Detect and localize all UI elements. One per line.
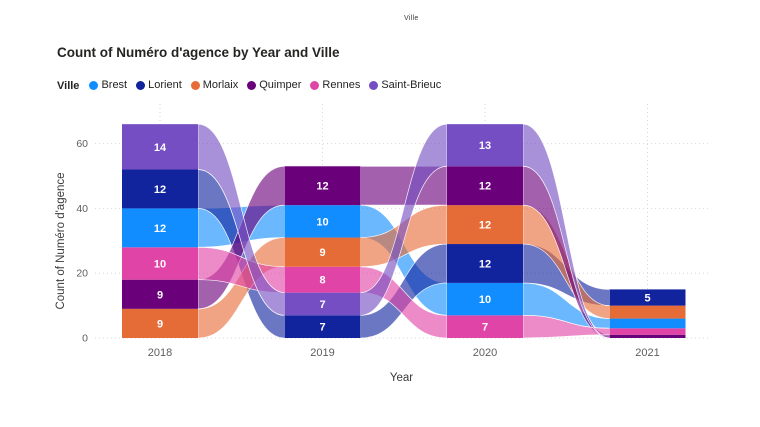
bar-segment-saint-brieuc-2018[interactable] [122,124,198,170]
legend-item-label: Rennes [322,79,361,91]
legend-item-label: Quimper [259,79,302,91]
legend-item-label: Lorient [148,79,182,91]
y-tick-label: 40 [76,203,88,215]
legend-swatch-icon [190,80,200,90]
data-label-quimper-2018: 9 [157,289,163,301]
y-tick-label: 0 [82,333,88,345]
data-label-morlaix-2019: 9 [319,247,325,259]
x-axis-title: Year [390,372,413,384]
bar-segment-lorient-2021[interactable] [609,289,686,306]
legend-item-lorient[interactable]: Lorient [136,79,182,91]
bar-segment-morlaix-2018[interactable] [122,308,198,338]
legend-item-label: Brest [101,79,128,91]
legend: Ville Brest Lorient Morlaix Quimper Rennes Sa… [57,79,450,93]
data-label-lorient-2021: 5 [644,293,650,305]
bar-segment-morlaix-2019[interactable] [284,237,361,267]
bar-segment-lorient-2020[interactable] [447,244,523,283]
legend-item-saint-brieuc[interactable]: Saint-Brieuc [369,79,441,91]
bar-segment-rennes-2021[interactable] [609,328,686,335]
legend-item-brest[interactable]: Brest [89,79,127,91]
bar-segment-morlaix-2021[interactable] [609,305,686,319]
bar-segment-quimper-2021[interactable] [609,334,686,338]
bar-segment-saint-brieuc-2019[interactable] [284,292,361,316]
legend-swatch-icon [247,80,257,90]
bar-segment-brest-2020[interactable] [447,282,523,316]
legend-item-rennes[interactable]: Rennes [310,79,360,91]
data-label-rennes-2019: 8 [319,275,325,287]
bar-segment-brest-2021[interactable] [609,318,686,329]
data-label-quimper-2019: 12 [316,181,328,193]
legend-item-morlaix[interactable]: Morlaix [190,79,239,91]
data-label-lorient-2018: 12 [154,184,166,196]
y-axis-title: Count of Numéro d'agence [55,172,67,309]
data-label-morlaix-2018: 9 [157,318,163,330]
x-tick-label-2019: 2019 [310,347,334,359]
truncated-header-text: Ville [404,15,419,22]
y-tick-label: 20 [76,268,88,280]
legend-swatch-icon [89,80,99,90]
data-label-brest-2020: 10 [479,294,491,306]
data-label-saint-brieuc-2020: 13 [479,140,491,152]
data-label-lorient-2020: 12 [479,258,491,270]
legend-swatch-icon [136,80,146,90]
bar-segment-quimper-2020[interactable] [447,166,523,206]
data-label-quimper-2020: 12 [479,181,491,193]
data-label-morlaix-2020: 12 [479,220,491,232]
legend-swatch-icon [369,80,379,90]
legend-title: Ville [57,79,80,92]
ribbon-quimper-2019-2020[interactable] [360,165,448,206]
bar-segment-lorient-2019[interactable] [284,315,361,338]
data-label-saint-brieuc-2018: 14 [154,142,167,154]
data-label-rennes-2020: 7 [482,322,488,334]
data-label-rennes-2018: 10 [154,258,166,270]
data-label-brest-2019: 10 [316,216,328,228]
bar-segment-saint-brieuc-2020[interactable] [447,124,523,167]
data-label-lorient-2019: 7 [319,322,325,334]
legend-items: Brest Lorient Morlaix Quimper Rennes Saint-Br… [89,79,450,93]
bar-segment-rennes-2020[interactable] [447,315,523,338]
y-tick-label: 60 [76,138,88,150]
x-tick-label-2021: 2021 [635,347,659,359]
x-tick-label-2020: 2020 [473,347,497,359]
bar-segment-rennes-2019[interactable] [284,266,361,293]
data-label-brest-2018: 12 [154,223,166,235]
bar-segment-morlaix-2020[interactable] [447,205,523,245]
bar-segment-brest-2019[interactable] [284,205,361,238]
data-label-saint-brieuc-2019: 7 [319,299,325,311]
bar-segment-rennes-2018[interactable] [122,247,198,280]
bar-segment-quimper-2019[interactable] [284,166,361,206]
legend-item-label: Morlaix [202,79,239,91]
legend-swatch-icon [310,80,320,90]
bar-segment-lorient-2018[interactable] [122,169,198,209]
x-tick-label-2018: 2018 [148,347,172,359]
bar-segment-brest-2018[interactable] [122,208,198,248]
bar-segment-quimper-2018[interactable] [122,279,198,309]
legend-item-label: Saint-Brieuc [381,79,442,91]
chart-title: Count of Numéro d'agence by Year and Vil… [57,45,340,60]
legend-item-quimper[interactable]: Quimper [247,79,301,91]
